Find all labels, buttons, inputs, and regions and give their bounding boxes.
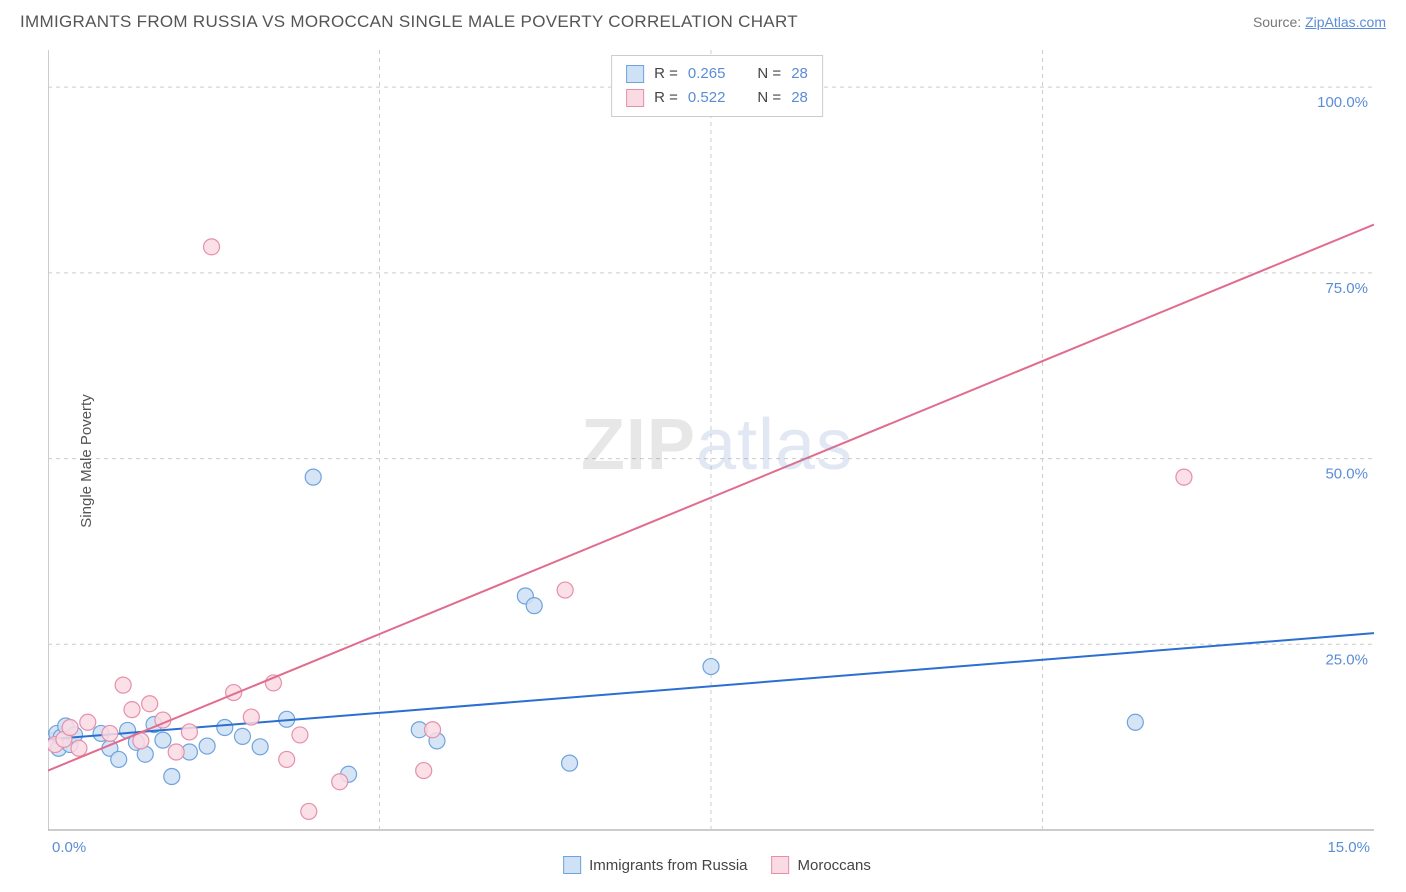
y-tick-label: 100.0% — [1317, 94, 1368, 111]
data-point — [124, 702, 140, 718]
data-point — [115, 677, 131, 693]
chart-title: IMMIGRANTS FROM RUSSIA VS MOROCCAN SINGL… — [20, 12, 798, 32]
data-point — [1176, 469, 1192, 485]
data-point — [234, 728, 250, 744]
legend-stats-row: R = 0.265 N = 28 — [626, 62, 808, 86]
data-point — [332, 774, 348, 790]
data-point — [181, 724, 197, 740]
chart-area: Single Male Poverty 25.0% 50.0% 75.0% 100.0… — [48, 50, 1386, 872]
data-point — [71, 740, 87, 756]
legend-label: Immigrants from Russia — [589, 857, 747, 874]
source-link[interactable]: ZipAtlas.com — [1305, 14, 1386, 30]
legend-item: Immigrants from Russia — [563, 856, 747, 874]
legend-swatch — [626, 65, 644, 83]
n-label: N = — [757, 86, 781, 110]
data-point — [80, 714, 96, 730]
source: Source: ZipAtlas.com — [1253, 14, 1386, 30]
y-tick-label: 25.0% — [1325, 651, 1368, 668]
data-point — [62, 719, 78, 735]
legend-stats: R = 0.265 N = 28 R = 0.522 N = 28 — [611, 55, 823, 117]
data-point — [279, 751, 295, 767]
data-point — [557, 582, 573, 598]
data-point — [164, 769, 180, 785]
legend-stats-row: R = 0.522 N = 28 — [626, 86, 808, 110]
data-point — [292, 727, 308, 743]
data-point — [168, 744, 184, 760]
data-point — [301, 803, 317, 819]
r-value: 0.522 — [688, 86, 726, 110]
n-value: 28 — [791, 62, 808, 86]
y-axis-label: Single Male Poverty — [78, 394, 95, 527]
y-tick-label: 50.0% — [1325, 466, 1368, 483]
legend-swatch — [563, 856, 581, 874]
data-point — [305, 469, 321, 485]
data-point — [416, 763, 432, 779]
data-point — [199, 738, 215, 754]
data-point — [526, 598, 542, 614]
legend-swatch — [772, 856, 790, 874]
data-point — [252, 739, 268, 755]
r-label: R = — [654, 86, 678, 110]
data-point — [155, 732, 171, 748]
legend-label: Moroccans — [798, 857, 871, 874]
data-point — [142, 696, 158, 712]
scatter-chart: 25.0% 50.0% 75.0% 100.0% 0.0% 15.0% — [48, 50, 1374, 860]
data-point — [102, 725, 118, 741]
r-label: R = — [654, 62, 678, 86]
x-tick-label: 0.0% — [52, 839, 86, 856]
data-point — [217, 719, 233, 735]
data-point — [562, 755, 578, 771]
legend-item: Moroccans — [772, 856, 871, 874]
data-point — [1127, 714, 1143, 730]
y-tick-label: 75.0% — [1325, 280, 1368, 297]
header: IMMIGRANTS FROM RUSSIA VS MOROCCAN SINGL… — [0, 0, 1406, 40]
data-point — [204, 239, 220, 255]
data-point — [111, 751, 127, 767]
data-point — [703, 659, 719, 675]
legend-series: Immigrants from Russia Moroccans — [563, 856, 871, 874]
data-point — [425, 722, 441, 738]
data-point — [243, 709, 259, 725]
n-value: 28 — [791, 86, 808, 110]
r-value: 0.265 — [688, 62, 726, 86]
source-label: Source: — [1253, 14, 1305, 30]
x-tick-label: 15.0% — [1327, 839, 1370, 856]
n-label: N = — [757, 62, 781, 86]
legend-swatch — [626, 89, 644, 107]
